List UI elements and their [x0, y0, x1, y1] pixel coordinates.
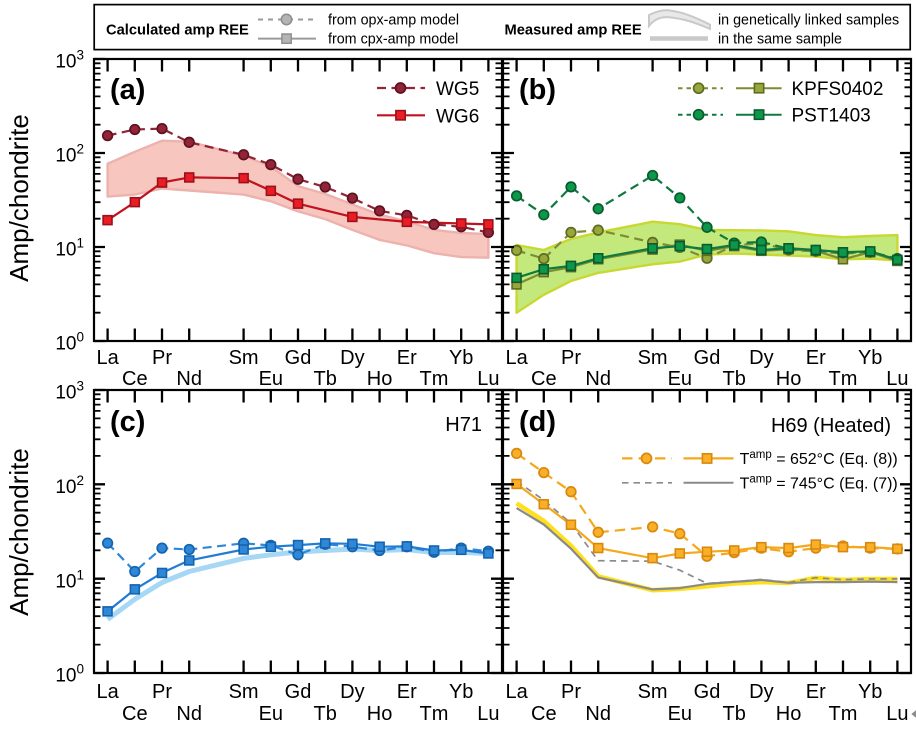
svg-text:Tm: Tm	[829, 703, 858, 725]
svg-text:(b): (b)	[519, 74, 556, 106]
svg-text:from opx-amp model: from opx-amp model	[328, 13, 459, 29]
svg-text:Nd: Nd	[176, 703, 202, 725]
svg-text:Nd: Nd	[585, 703, 611, 725]
svg-text:Tb: Tb	[314, 703, 337, 725]
svg-text:Dy: Dy	[749, 681, 773, 703]
svg-text:Tm: Tm	[829, 368, 858, 390]
svg-text:WG6: WG6	[436, 106, 479, 127]
svg-text:Er: Er	[806, 347, 826, 369]
svg-text:Nd: Nd	[176, 368, 202, 390]
svg-text:Tb: Tb	[314, 368, 337, 390]
svg-text:Calculated amp REE: Calculated amp REE	[106, 23, 249, 39]
svg-text:Ho: Ho	[776, 368, 802, 390]
svg-text:Eu: Eu	[259, 703, 283, 725]
svg-text:Amp/chondrite: Amp/chondrite	[4, 448, 34, 616]
svg-text:(c): (c)	[110, 406, 145, 438]
svg-text:Amp/chondrite: Amp/chondrite	[4, 114, 34, 282]
svg-text:Lu: Lu	[886, 368, 908, 390]
svg-text:Gd: Gd	[694, 681, 721, 703]
svg-text:Sm: Sm	[638, 681, 668, 703]
svg-text:Yb: Yb	[858, 681, 882, 703]
svg-text:from cpx-amp model: from cpx-amp model	[328, 32, 458, 48]
svg-text:La: La	[505, 347, 528, 369]
svg-text:Ce: Ce	[122, 703, 148, 725]
svg-text:Pr: Pr	[561, 347, 581, 369]
svg-text:Lu: Lu	[886, 703, 908, 725]
svg-text:101: 101	[55, 236, 84, 261]
svg-text:Er: Er	[397, 347, 417, 369]
svg-text:in the same sample: in the same sample	[718, 32, 842, 48]
svg-text:Ho: Ho	[367, 703, 393, 725]
svg-text:Measured amp REE: Measured amp REE	[505, 23, 642, 39]
svg-text:Yb: Yb	[858, 347, 882, 369]
svg-text:Tb: Tb	[723, 703, 746, 725]
svg-text:Eu: Eu	[668, 703, 692, 725]
svg-text:Ce: Ce	[531, 703, 557, 725]
svg-text:Sm: Sm	[638, 347, 668, 369]
svg-text:Ho: Ho	[776, 703, 802, 725]
svg-text:Tamp = 745°C (Eq. (7)): Tamp = 745°C (Eq. (7))	[740, 473, 898, 492]
svg-text:Lu: Lu	[477, 703, 499, 725]
svg-text:Yb: Yb	[449, 347, 473, 369]
svg-text:La: La	[505, 681, 528, 703]
svg-text:Ce: Ce	[531, 368, 557, 390]
svg-text:Ho: Ho	[367, 368, 393, 390]
svg-text:Sm: Sm	[229, 347, 259, 369]
svg-text:Dy: Dy	[749, 347, 773, 369]
svg-text:Eu: Eu	[259, 368, 283, 390]
svg-text:KPFS0402: KPFS0402	[792, 79, 884, 100]
svg-text:Tamp = 652°C (Eq. (8)): Tamp = 652°C (Eq. (8))	[740, 449, 898, 468]
svg-text:Sm: Sm	[229, 681, 259, 703]
svg-text:Yb: Yb	[449, 681, 473, 703]
svg-text:La: La	[96, 681, 119, 703]
svg-text:PST1403: PST1403	[792, 105, 871, 126]
svg-text:Pr: Pr	[152, 681, 172, 703]
svg-text:Tm: Tm	[420, 703, 449, 725]
svg-text:Tm: Tm	[420, 368, 449, 390]
svg-text:in genetically linked samples: in genetically linked samples	[718, 13, 899, 29]
svg-text:H69 (Heated): H69 (Heated)	[771, 415, 891, 437]
svg-text:(a): (a)	[110, 74, 145, 106]
svg-text:Tb: Tb	[723, 368, 746, 390]
svg-text:Pr: Pr	[152, 347, 172, 369]
svg-text:Dy: Dy	[340, 681, 364, 703]
svg-text:Nd: Nd	[585, 368, 611, 390]
svg-text:Gd: Gd	[694, 347, 721, 369]
svg-text:Dy: Dy	[340, 347, 364, 369]
svg-text:Pr: Pr	[561, 681, 581, 703]
svg-text:H71: H71	[445, 414, 482, 436]
svg-text:101: 101	[55, 567, 84, 592]
svg-text:Gd: Gd	[285, 347, 312, 369]
svg-text:Lu: Lu	[477, 368, 499, 390]
svg-text:La: La	[96, 347, 119, 369]
svg-text:Ce: Ce	[122, 368, 148, 390]
svg-text:WG5: WG5	[436, 79, 479, 100]
svg-text:Gd: Gd	[285, 681, 312, 703]
svg-text:Er: Er	[397, 681, 417, 703]
svg-text:Er: Er	[806, 681, 826, 703]
svg-text:Eu: Eu	[668, 368, 692, 390]
svg-text:(d): (d)	[519, 406, 556, 438]
